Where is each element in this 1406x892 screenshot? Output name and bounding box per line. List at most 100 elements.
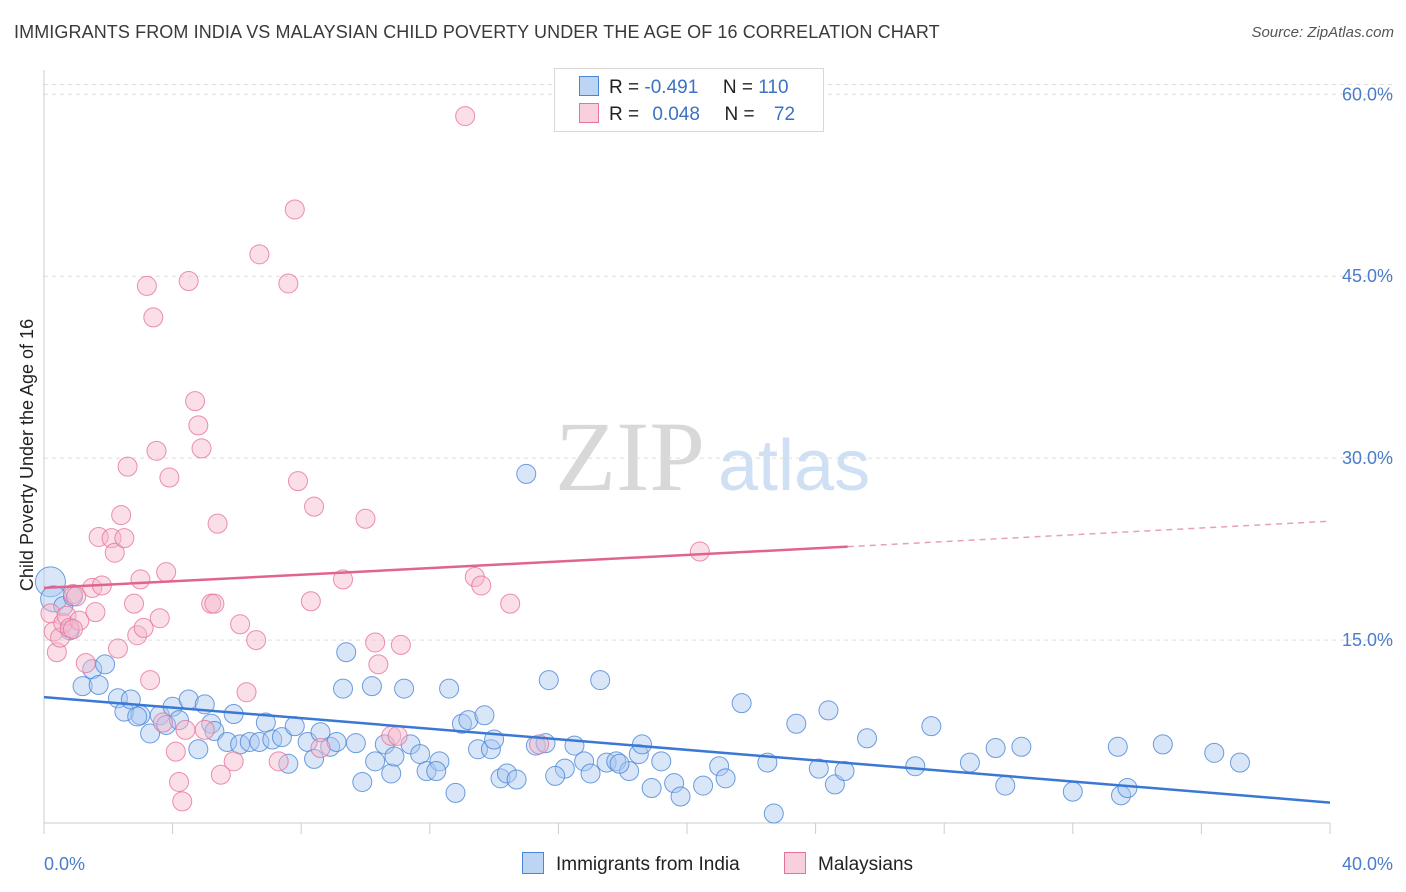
malaysians-point <box>149 608 170 629</box>
malaysians-point <box>111 505 132 526</box>
malaysians-point <box>689 541 710 562</box>
india-point <box>921 716 942 737</box>
malaysians-point <box>268 751 289 772</box>
legend-label-malaysians: Malaysians <box>818 854 914 875</box>
y-tick-label: 60.0% <box>1342 84 1393 104</box>
trend-lines <box>43 520 1331 804</box>
india-point <box>114 701 135 722</box>
series-india-points <box>34 463 1250 824</box>
malaysians-point <box>387 725 408 746</box>
india-point <box>365 751 386 772</box>
malaysians-point <box>114 528 135 549</box>
malaysians-point <box>278 273 299 294</box>
india-point <box>284 716 305 737</box>
legend-n-value-malaysians: 72 <box>773 104 796 125</box>
legend-r-value-india: -0.491 <box>644 77 699 98</box>
malaysians-point <box>152 712 173 733</box>
y-tick-label: 30.0% <box>1342 448 1393 468</box>
malaysians-point <box>169 771 190 792</box>
india-trend-line <box>43 695 1331 804</box>
y-tick-label: 45.0% <box>1342 266 1393 286</box>
malaysians-point <box>249 244 270 265</box>
india-point <box>731 693 752 714</box>
malaysians-point <box>455 106 476 127</box>
india-point <box>538 670 559 691</box>
india-point <box>959 752 980 773</box>
india-point <box>310 722 331 743</box>
legend-r-label: R = <box>609 104 640 125</box>
india-point <box>140 723 161 744</box>
india-point <box>458 710 479 731</box>
india-point <box>336 642 357 663</box>
legend-row-malaysians: R = 0.048 N = 72 <box>579 103 795 127</box>
malaysians-point <box>75 653 96 674</box>
india-point <box>304 748 325 769</box>
india-point <box>88 674 109 695</box>
malaysians-trend-extension <box>847 520 1331 548</box>
malaysians-point <box>56 605 77 626</box>
india-point <box>95 654 116 675</box>
india-point <box>169 710 190 731</box>
india-point <box>808 758 829 779</box>
series-legend: Immigrants from India Malaysians <box>0 852 1406 878</box>
malaysians-point <box>185 391 206 412</box>
malaysians-point <box>85 602 106 623</box>
india-point <box>516 463 537 484</box>
malaysians-point <box>223 751 244 772</box>
india-point <box>1204 742 1225 763</box>
india-point <box>249 731 270 752</box>
india-point <box>715 768 736 789</box>
india-point <box>156 714 177 735</box>
india-point <box>709 756 730 777</box>
gridlines <box>44 84 1392 641</box>
malaysians-point <box>62 583 83 604</box>
india-point <box>857 728 878 749</box>
malaysians-point <box>107 638 128 659</box>
india-point <box>641 778 662 799</box>
malaysians-point <box>204 593 225 614</box>
india-point <box>905 756 926 777</box>
stats-legend: R = -0.491 N = 110 R = 0.048 N = 72 <box>554 68 824 132</box>
india-point <box>352 771 373 792</box>
malaysians-point <box>287 471 308 492</box>
india-point <box>451 713 472 734</box>
india-point <box>664 773 685 794</box>
x-tick-label: 40.0% <box>1342 854 1393 874</box>
malaysians-point <box>365 632 386 653</box>
malaysians-point <box>175 719 196 740</box>
india-point <box>763 803 784 824</box>
legend-swatch-malaysians <box>579 103 599 123</box>
legend-item-india[interactable]: Immigrants from India <box>522 852 740 876</box>
malaysians-point <box>284 199 305 220</box>
india-point <box>786 713 807 734</box>
malaysians-point <box>117 456 138 477</box>
india-point <box>580 763 601 784</box>
india-point <box>651 751 672 772</box>
legend-item-malaysians[interactable]: Malaysians <box>784 852 913 876</box>
malaysians-point <box>194 719 215 740</box>
malaysians-point <box>188 415 209 436</box>
india-point <box>127 706 148 727</box>
source-label: Source: ZipAtlas.com <box>1251 24 1394 41</box>
legend-swatch-india <box>522 852 544 874</box>
india-point <box>693 775 714 796</box>
legend-r-value-malaysians: 0.048 <box>652 104 700 125</box>
legend-row-india: R = -0.491 N = 110 <box>579 76 789 100</box>
india-point <box>1062 781 1083 802</box>
malaysians-point <box>246 630 267 651</box>
malaysians-point <box>165 741 186 762</box>
malaysians-point <box>140 670 161 691</box>
india-point <box>670 786 691 807</box>
malaysians-point <box>146 440 167 461</box>
malaysians-point <box>130 569 151 590</box>
y-axis-label: Child Poverty Under the Age of 16 <box>17 319 37 591</box>
india-point <box>609 753 630 774</box>
malaysians-point <box>191 438 212 459</box>
malaysians-point <box>133 617 154 638</box>
malaysians-point <box>471 575 492 596</box>
malaysians-point <box>172 791 193 812</box>
axis-ticks: 15.0% 30.0% 45.0% 60.0% 0.0% 40.0% <box>44 84 1393 874</box>
malaysians-point <box>143 307 164 328</box>
chart-title: IMMIGRANTS FROM INDIA VS MALAYSIAN CHILD… <box>14 22 940 42</box>
